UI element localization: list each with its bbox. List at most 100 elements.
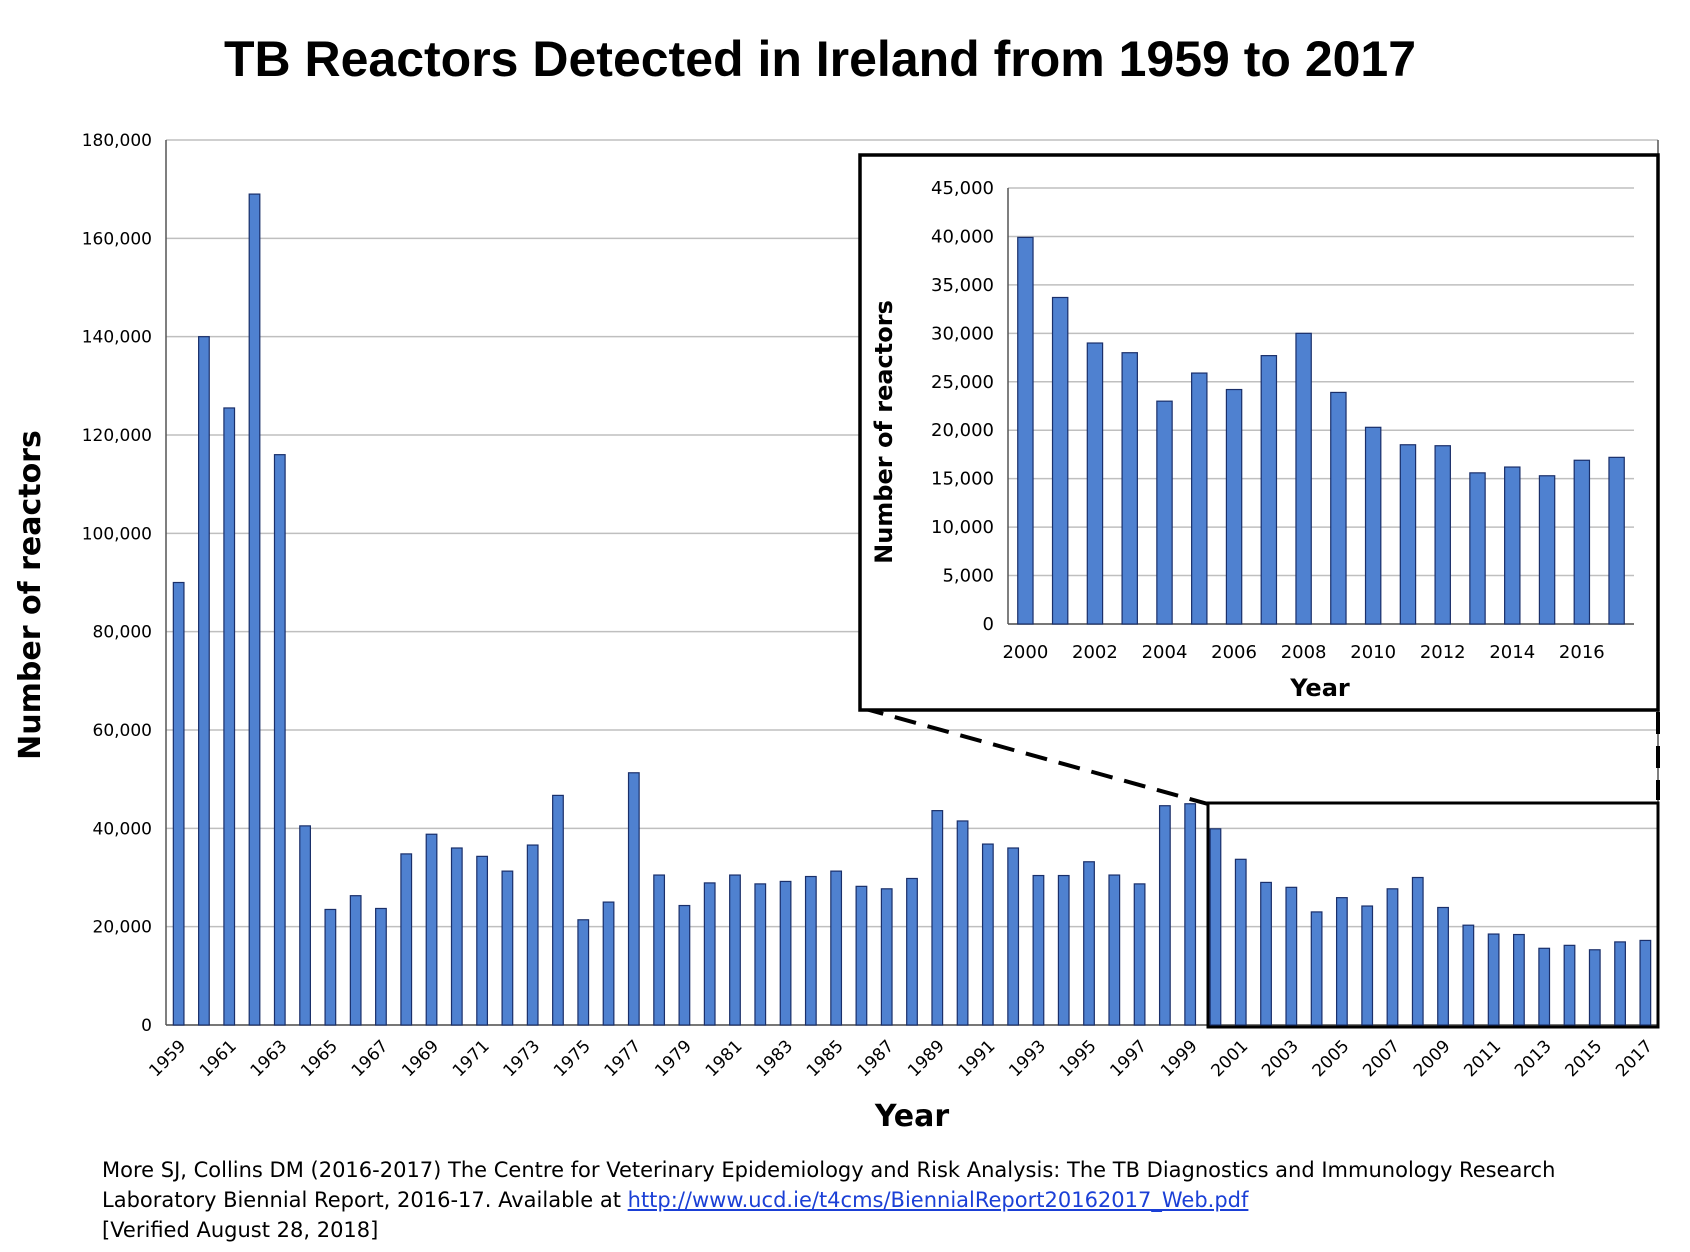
main-bar-2003 — [1285, 886, 1298, 1026]
main-xtick-label: 2013 — [1511, 1036, 1556, 1081]
main-xtick-label: 2005 — [1309, 1036, 1354, 1081]
main-xtick-label: 2007 — [1359, 1036, 1404, 1081]
main-bar-1987 — [880, 888, 893, 1026]
inset-bar-2006 — [1225, 388, 1243, 625]
main-xtick-label: 1965 — [297, 1036, 342, 1081]
main-xtick-label: 1999 — [1157, 1036, 1202, 1081]
main-bar-2001 — [1234, 858, 1247, 1026]
main-ytick-label: 140,000 — [82, 328, 152, 348]
main-bar-1994 — [1057, 874, 1070, 1026]
main-bar-2005 — [1335, 897, 1348, 1026]
main-xtick-label: 1977 — [601, 1036, 646, 1081]
main-bar-1999 — [1184, 803, 1197, 1026]
main-xtick-label: 1993 — [1005, 1036, 1050, 1081]
main-xtick-label: 1959 — [145, 1036, 190, 1081]
main-xtick-label: 1981 — [702, 1036, 747, 1081]
inset-xtick-label: 2000 — [1002, 642, 1048, 663]
inset-bar-2017 — [1608, 456, 1625, 625]
inset-ytick-label: 5,000 — [942, 566, 994, 587]
main-xtick-label: 1973 — [499, 1036, 544, 1081]
inset-y-axis-title: Number of reactors — [870, 300, 898, 564]
main-bar-1983 — [779, 880, 792, 1026]
inset-bar-2010 — [1364, 426, 1382, 625]
main-bar-1979 — [678, 904, 691, 1026]
inset-bar-2012 — [1434, 445, 1451, 625]
chart-canvas: 0 20,000 40,000 60,000 80,000 100,000 120,000 1… — [13, 131, 1660, 1134]
inset-bar-2003 — [1121, 352, 1138, 625]
main-ytick-label: 100,000 — [82, 524, 152, 544]
zoom-connector-left — [861, 706, 1209, 806]
main-bar-1971 — [476, 855, 489, 1026]
main-bar-1970 — [450, 847, 463, 1026]
main-bar-1967 — [375, 907, 387, 1026]
inset-bar-2011 — [1399, 444, 1417, 625]
main-bar-2017 — [1639, 939, 1652, 1026]
inset-xtick-label: 2008 — [1281, 642, 1327, 663]
main-ytick-label: 20,000 — [93, 918, 152, 938]
main-bar-1985 — [830, 870, 843, 1026]
main-bar-2006 — [1361, 905, 1374, 1026]
main-xtick-label: 1969 — [398, 1036, 443, 1081]
main-bar-1962 — [248, 193, 261, 1026]
main-y-axis-title: Number of reactors — [13, 430, 48, 760]
main-bar-1980 — [703, 882, 716, 1026]
main-bar-1996 — [1108, 874, 1121, 1026]
inset-bar-2013 — [1469, 472, 1486, 625]
main-bar-1972 — [501, 870, 514, 1026]
inset-bar-2002 — [1086, 342, 1104, 625]
inset-bar-2015 — [1538, 475, 1556, 625]
inset-bar-2000 — [1017, 236, 1034, 625]
inset-xtick-label: 2002 — [1072, 642, 1118, 663]
main-xtick-label: 1987 — [854, 1036, 899, 1081]
inset-bar-2007 — [1260, 355, 1278, 625]
main-ytick-label: 80,000 — [93, 623, 152, 643]
inset-bar-2004 — [1156, 400, 1173, 625]
inset-xtick-label: 2004 — [1142, 642, 1188, 663]
main-bar-1968 — [400, 853, 413, 1026]
inset-bar-2014 — [1504, 466, 1521, 625]
inset-xtick-label: 2014 — [1489, 642, 1535, 663]
main-xtick-label: 2017 — [1612, 1036, 1657, 1081]
main-xtick-label: 1983 — [752, 1036, 797, 1081]
main-bar-1991 — [981, 843, 994, 1026]
main-bar-1976 — [602, 901, 615, 1026]
citation: More SJ, Collins DM (2016-2017) The Cent… — [102, 1155, 1682, 1245]
main-bar-2013 — [1538, 947, 1551, 1026]
main-bar-1961 — [223, 407, 236, 1026]
main-bar-1995 — [1083, 861, 1095, 1026]
main-bar-2015 — [1588, 949, 1601, 1026]
main-xtick-label: 1961 — [196, 1036, 241, 1081]
main-bar-2000 — [1209, 828, 1222, 1026]
inset-bar-2001 — [1051, 296, 1069, 625]
main-xtick-label: 1979 — [651, 1036, 696, 1081]
main-bar-1992 — [1007, 847, 1020, 1026]
citation-line-2-prefix: Laboratory Biennial Report, 2016-17. Ava… — [102, 1188, 628, 1212]
main-bar-2011 — [1487, 933, 1500, 1026]
inset-ytick-label: 15,000 — [931, 469, 994, 490]
main-xtick-label: 1997 — [1106, 1036, 1151, 1081]
main-xtick-label: 1963 — [247, 1036, 292, 1081]
main-xtick-label: 1967 — [348, 1036, 393, 1081]
main-ytick-label: 120,000 — [82, 426, 152, 446]
main-ytick-label: 60,000 — [93, 721, 152, 741]
main-xtick-label: 2011 — [1460, 1036, 1505, 1081]
main-bar-1990 — [956, 820, 969, 1026]
main-bar-1973 — [526, 844, 539, 1026]
inset-bar-2016 — [1573, 459, 1591, 625]
zoom-connectors — [861, 706, 1660, 806]
main-bar-1986 — [855, 885, 868, 1026]
citation-line-3: [Verified August 28, 2018] — [102, 1218, 379, 1242]
main-xtick-label: 2003 — [1258, 1036, 1303, 1081]
inset-ytick-label: 0 — [983, 614, 994, 635]
main-xtick-label: 1995 — [1056, 1036, 1101, 1081]
inset-xtick-label: 2012 — [1420, 642, 1466, 663]
main-bar-1959 — [172, 581, 185, 1026]
main-bar-1965 — [324, 908, 337, 1026]
main-xtick-label: 1971 — [449, 1036, 494, 1081]
main-xtick-label: 1985 — [803, 1036, 848, 1081]
inset-ytick-label: 35,000 — [931, 275, 994, 296]
citation-link[interactable]: http://www.ucd.ie/t4cms/BiennialReport20… — [627, 1188, 1249, 1212]
inset-x-axis-title: Year — [1289, 674, 1350, 702]
inset-ytick-label: 30,000 — [931, 323, 994, 344]
main-bar-2016 — [1614, 941, 1626, 1026]
